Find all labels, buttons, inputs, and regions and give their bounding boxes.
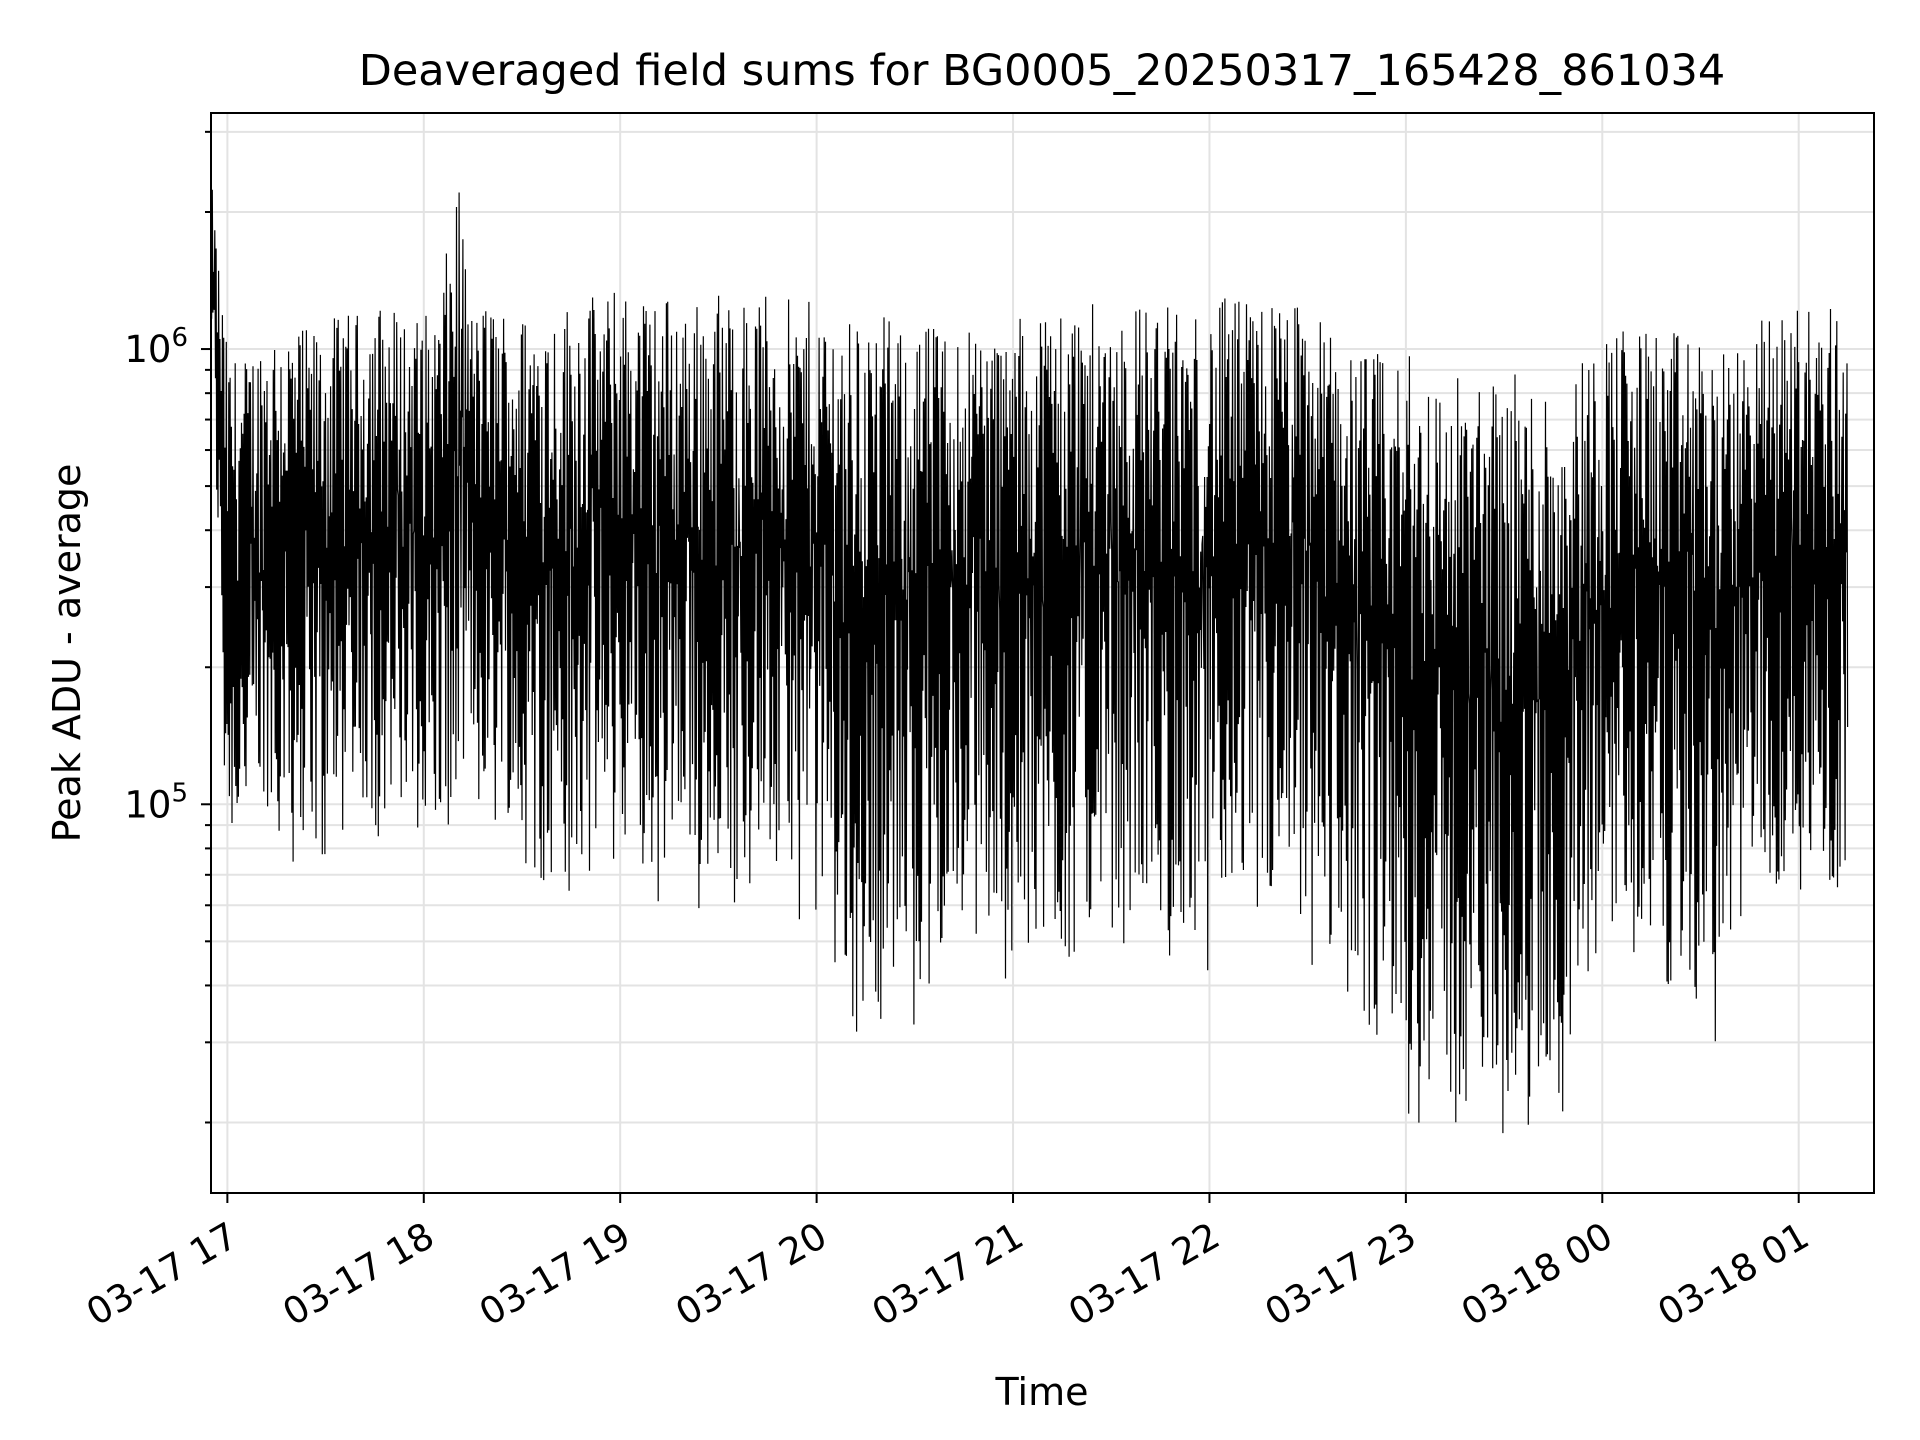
plot-frame [210, 112, 1875, 1194]
chart-title: Deaveraged field sums for BG0005_2025031… [359, 46, 1726, 96]
x-axis-label: Time [995, 1370, 1089, 1414]
y-axis-label: Peak ADU - average [45, 464, 89, 843]
y-tick-label: 105 [124, 778, 188, 826]
y-tick-label: 106 [124, 323, 188, 371]
series-area [210, 189, 1849, 1134]
series-line [210, 189, 1849, 1134]
